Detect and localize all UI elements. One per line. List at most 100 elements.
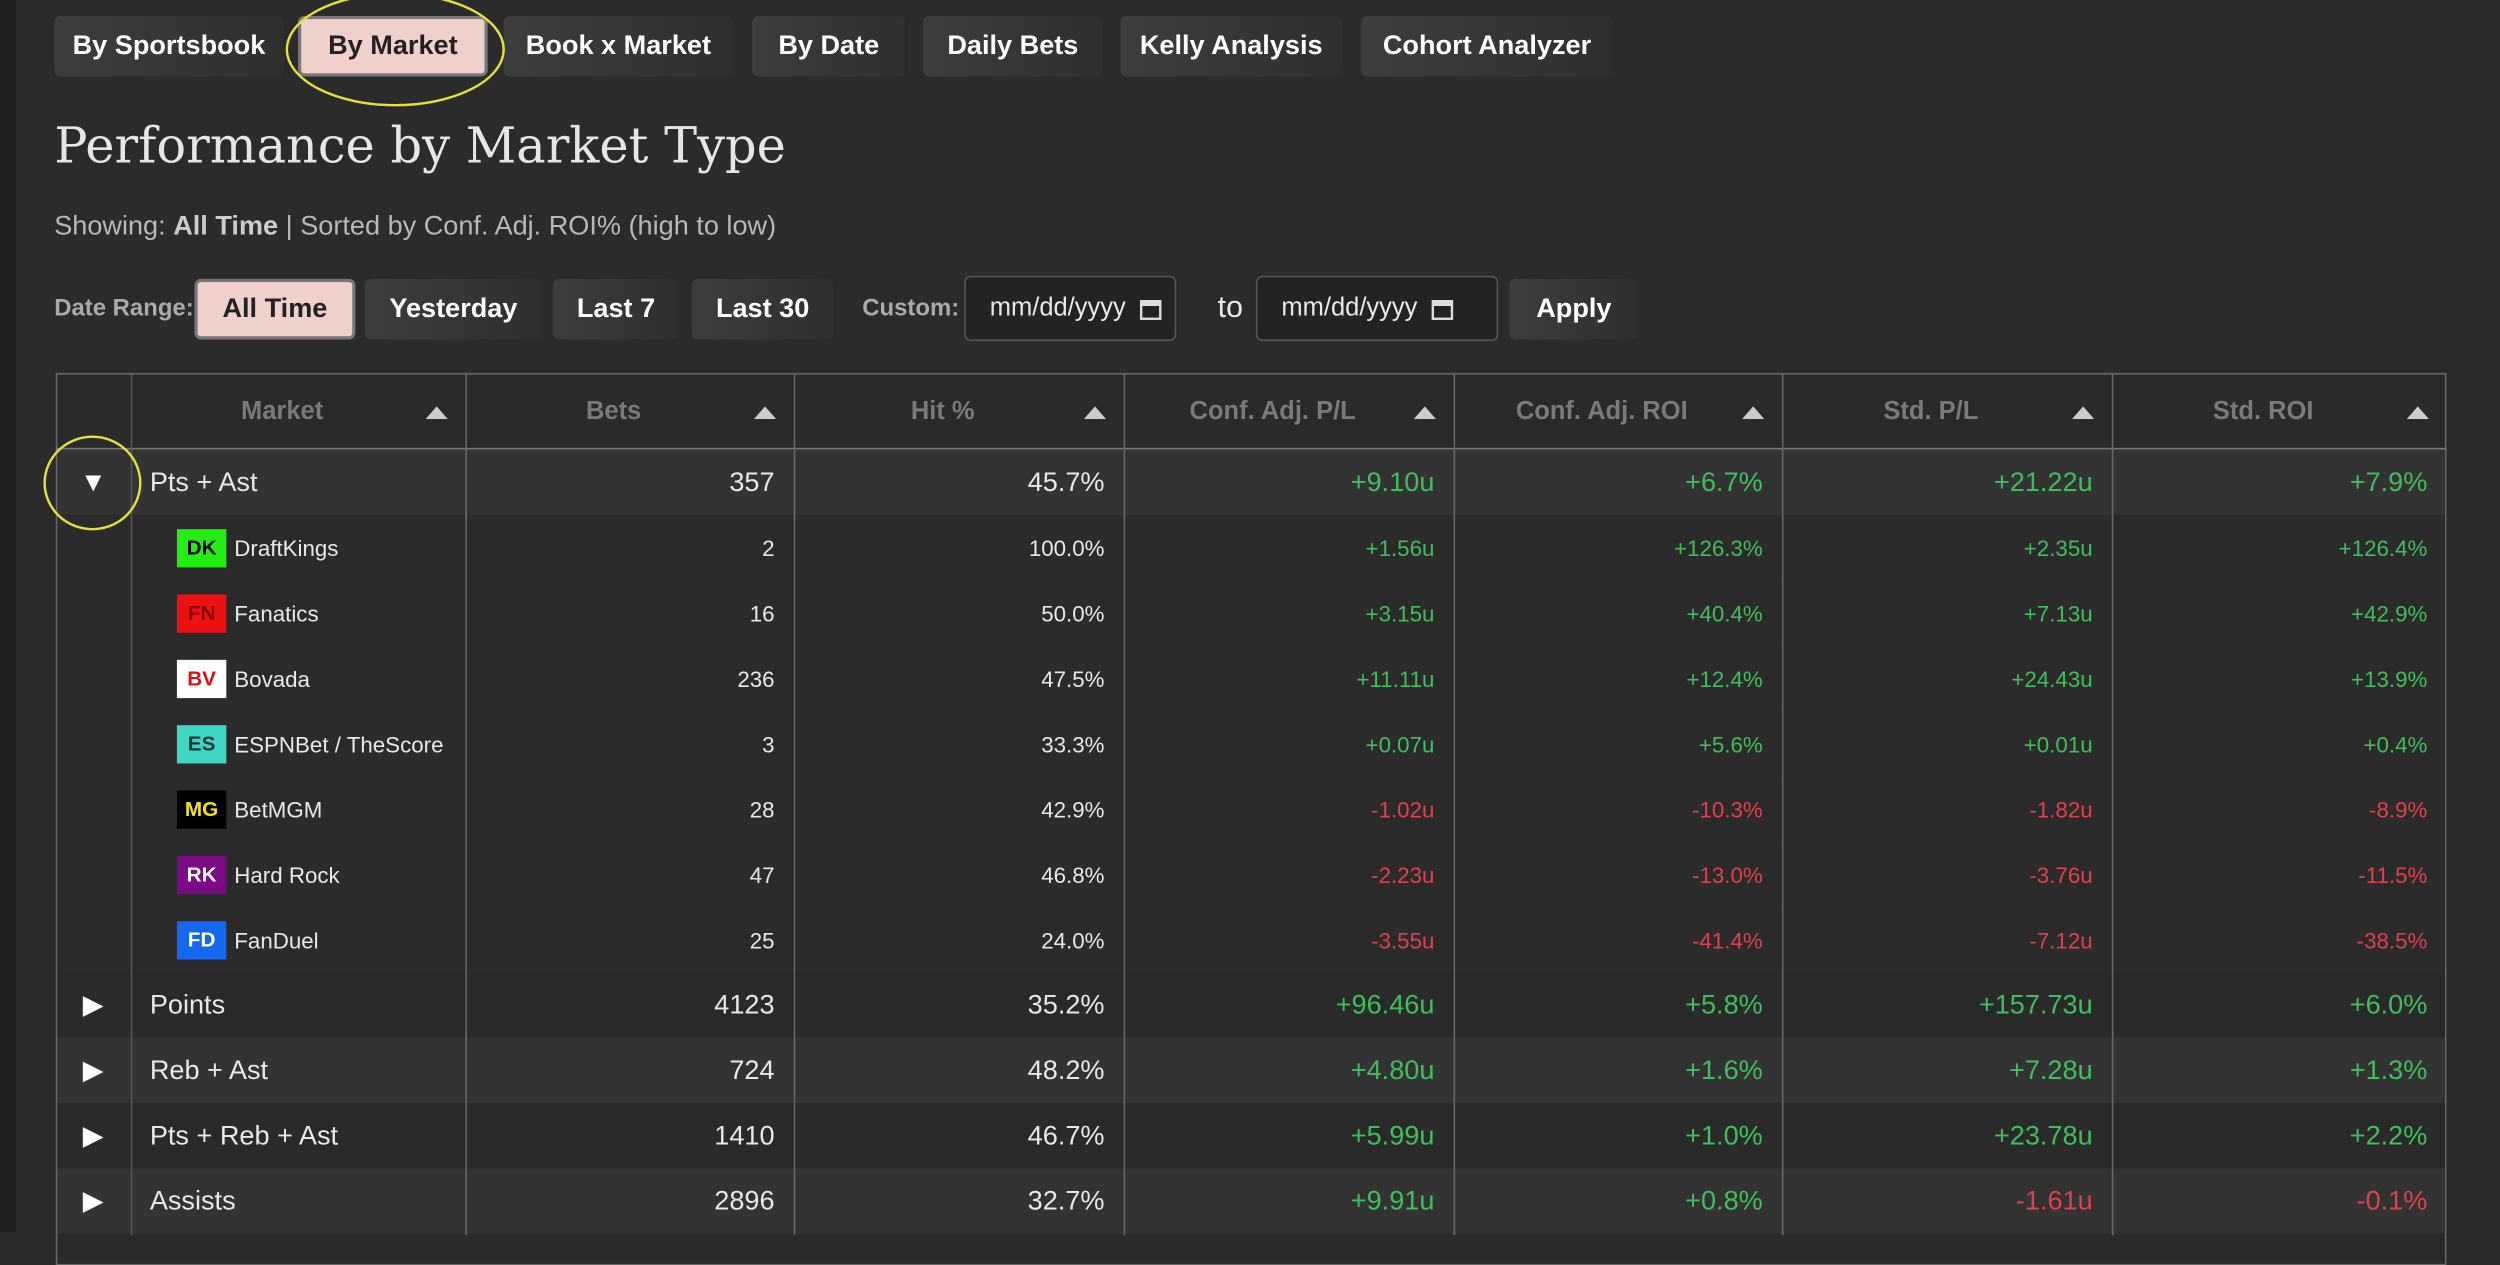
market-cell: Reb + Ast xyxy=(131,1038,466,1103)
market-cell: BV Bovada xyxy=(131,645,466,710)
tab[interactable]: Daily Bets xyxy=(922,15,1103,77)
table-row xyxy=(57,841,2445,907)
value-cell: +7.28u xyxy=(2009,1054,2093,1085)
table-row[interactable] xyxy=(57,1037,2445,1103)
value-cell: +126.3% xyxy=(1674,534,1763,561)
column-header[interactable]: Hit % xyxy=(910,397,975,425)
table-row xyxy=(57,906,2445,973)
highlight-circle xyxy=(285,0,505,107)
row-toggle[interactable]: ▶ xyxy=(82,988,104,1020)
value-cell: 32.7% xyxy=(1027,1184,1105,1216)
value-cell: +21.22u xyxy=(1993,466,2093,497)
column-header[interactable]: Bets xyxy=(585,397,642,425)
row-toggle[interactable]: ▶ xyxy=(82,1119,104,1150)
value-cell: +0.01u xyxy=(2023,730,2093,757)
table-row[interactable] xyxy=(57,1102,2445,1169)
book-badge: FN xyxy=(176,593,227,632)
market-cell: DK DraftKings xyxy=(131,515,466,580)
value-cell: +5.8% xyxy=(1685,988,1763,1020)
apply-button[interactable]: Apply xyxy=(1509,278,1639,340)
app: By Sportsbook By Market Book x Market By Da… xyxy=(0,0,2447,1265)
column-header[interactable]: Std. ROI xyxy=(2212,397,2314,425)
calendar-icon xyxy=(1140,299,1163,320)
range-button[interactable]: Last 30 xyxy=(691,278,834,340)
value-cell: 3 xyxy=(762,730,775,757)
to-label: to xyxy=(1217,291,1243,326)
range-button[interactable]: Yesterday xyxy=(364,278,542,340)
value-cell: +6.0% xyxy=(2349,988,2428,1020)
book-badge: BV xyxy=(176,659,227,698)
value-cell: +2.35u xyxy=(2023,534,2093,561)
row-toggle[interactable]: ▼ xyxy=(79,466,107,497)
value-cell: +1.56u xyxy=(1365,534,1435,561)
column-header[interactable]: Std. P/L xyxy=(1883,397,1979,425)
value-cell: +4.80u xyxy=(1350,1054,1435,1085)
value-cell: +6.7% xyxy=(1685,466,1763,497)
value-cell: -11.5% xyxy=(2358,861,2428,887)
tab[interactable]: By Date xyxy=(752,15,906,77)
annotations xyxy=(43,0,505,531)
sort-arrow xyxy=(2071,406,2095,420)
market-name: Pts + Reb + Ast xyxy=(149,1119,339,1150)
value-cell: +40.4% xyxy=(1686,600,1763,626)
value-cell: +0.07u xyxy=(1365,730,1435,757)
value-cell: +3.15u xyxy=(1365,600,1435,626)
showing-line: Showing: All Time | Sorted by Conf. Adj.… xyxy=(54,210,776,242)
value-cell: +7.9% xyxy=(2349,466,2428,497)
value-cell: +157.73u xyxy=(1978,988,2093,1020)
value-cell: +13.9% xyxy=(2351,665,2428,691)
column-header[interactable]: Conf. Adj. P/L xyxy=(1189,397,1356,425)
table-row xyxy=(57,710,2445,777)
value-cell: +9.91u xyxy=(1350,1184,1435,1216)
value-cell: -1.02u xyxy=(1371,796,1435,822)
to-placeholder: mm/dd/yyyy xyxy=(1281,294,1418,322)
value-cell: -8.9% xyxy=(2369,796,2428,822)
market-name: Hard Rock xyxy=(234,861,340,887)
row-toggle[interactable]: ▶ xyxy=(82,1054,104,1085)
value-cell: +42.9% xyxy=(2351,600,2428,626)
value-cell: -0.1% xyxy=(2356,1184,2428,1216)
from-date-input[interactable]: mm/dd/yyyy xyxy=(964,275,1177,342)
value-cell: +5.6% xyxy=(1698,730,1763,757)
range-button[interactable]: All Time xyxy=(194,278,356,340)
row-toggle[interactable]: ▶ xyxy=(82,1184,104,1216)
value-cell: 236 xyxy=(737,665,775,691)
market-name: Reb + Ast xyxy=(149,1054,269,1085)
range-button[interactable]: Last 7 xyxy=(553,278,679,340)
tab[interactable]: By Market xyxy=(298,15,488,77)
value-cell: +2.2% xyxy=(2349,1119,2428,1150)
calendar-icon xyxy=(1432,299,1454,320)
to-date-input[interactable]: mm/dd/yyyy xyxy=(1255,275,1499,342)
tab[interactable]: Cohort Analyzer xyxy=(1361,15,1613,77)
column-header[interactable]: Market xyxy=(240,397,324,425)
table-row[interactable] xyxy=(57,449,2445,515)
value-cell: 2896 xyxy=(714,1184,775,1216)
market-name: ESPNBet / TheScore xyxy=(234,730,444,757)
tab[interactable]: By Sportsbook xyxy=(54,15,284,77)
market-name: Pts + Ast xyxy=(149,466,258,497)
sort-arrow xyxy=(1083,406,1107,420)
value-cell: -3.76u xyxy=(2029,861,2093,887)
value-cell: 724 xyxy=(729,1054,775,1085)
table-row[interactable] xyxy=(57,1168,2445,1234)
date-range-label: Date Range: xyxy=(54,294,194,322)
book-badge: ES xyxy=(176,724,227,763)
value-cell: 42.9% xyxy=(1041,796,1105,822)
sort-arrow xyxy=(425,406,448,420)
tab[interactable]: Book x Market xyxy=(503,15,734,77)
value-cell: -41.4% xyxy=(1692,926,1763,953)
table-row[interactable] xyxy=(57,972,2445,1038)
value-cell: 46.7% xyxy=(1027,1119,1105,1150)
column-divider xyxy=(130,374,133,1236)
value-cell: +1.3% xyxy=(2349,1054,2428,1085)
tab[interactable]: Kelly Analysis xyxy=(1120,15,1342,77)
value-cell: 47 xyxy=(749,861,775,887)
market-cell: FD FanDuel xyxy=(131,907,466,972)
value-cell: +1.0% xyxy=(1685,1119,1763,1150)
column-header[interactable]: Conf. Adj. ROI xyxy=(1515,397,1688,425)
market-cell: Assists xyxy=(131,1168,466,1233)
column-divider xyxy=(793,374,796,1236)
value-cell: +1.6% xyxy=(1685,1054,1763,1085)
value-cell: -1.82u xyxy=(2029,796,2093,822)
value-cell: 1410 xyxy=(714,1119,775,1150)
